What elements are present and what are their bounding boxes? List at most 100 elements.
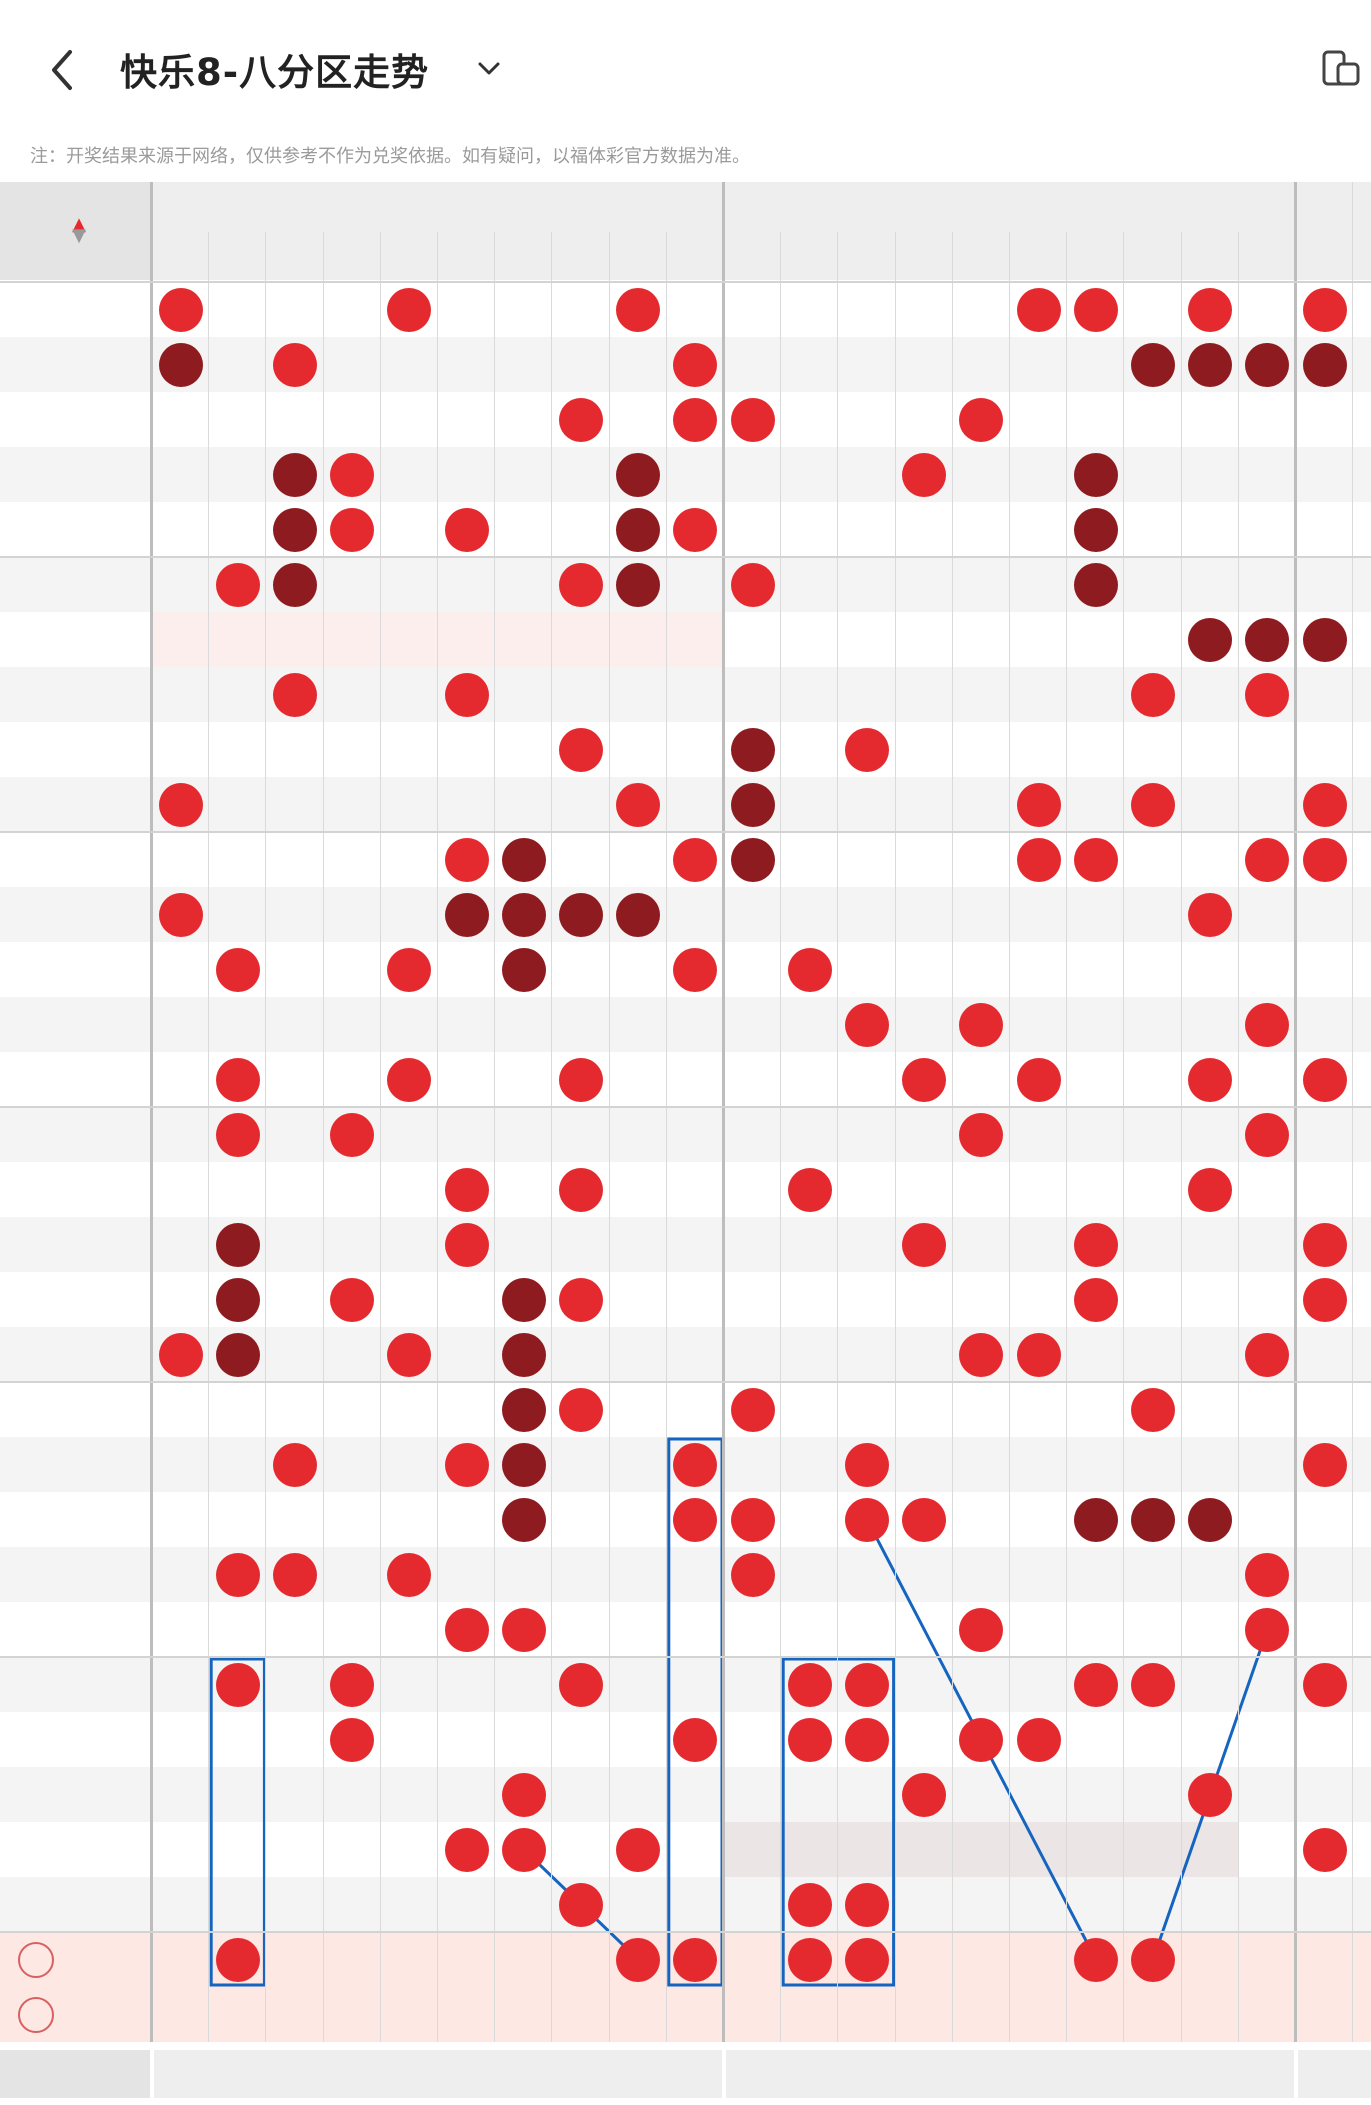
pick-cell[interactable] — [953, 1987, 1010, 2042]
table-cell — [1010, 557, 1067, 612]
table-cell — [838, 887, 895, 942]
pick-cell[interactable] — [495, 1987, 552, 2042]
pick-cell[interactable] — [1010, 1987, 1067, 2042]
table-cell — [209, 1767, 266, 1822]
pick-cell[interactable] — [896, 1987, 953, 2042]
pick-cell[interactable] — [324, 1987, 381, 2042]
pick-cell[interactable] — [724, 1932, 781, 1987]
period-header[interactable]: ▲ ▼ — [0, 182, 152, 280]
pick-cell[interactable] — [209, 1932, 266, 1987]
drawn-ball — [730, 1387, 775, 1432]
table-cell — [552, 832, 609, 887]
pick-cell[interactable] — [781, 1987, 838, 2042]
table-cell — [838, 1217, 895, 1272]
pick-cell[interactable] — [324, 1932, 381, 1987]
table-cell — [896, 1162, 953, 1217]
table-cell — [438, 447, 495, 502]
table-cell — [495, 1547, 552, 1602]
pick-cell[interactable] — [381, 1932, 438, 1987]
pick-cell[interactable] — [838, 1987, 895, 2042]
pick-cell[interactable] — [1067, 1987, 1124, 2042]
drawn-ball — [444, 1222, 489, 1267]
pick-cell[interactable] — [1296, 1932, 1353, 1987]
table-cell — [838, 1107, 895, 1162]
pick-cell[interactable] — [266, 1932, 323, 1987]
drawn-ball — [673, 1497, 718, 1542]
table-cell — [1182, 1217, 1239, 1272]
cell-bg — [780, 182, 782, 2042]
table-cell — [781, 1547, 838, 1602]
pick-cell[interactable] — [1296, 1987, 1353, 2042]
table-cell — [438, 1382, 495, 1437]
chevron-down-icon[interactable] — [472, 52, 506, 86]
table-cell — [152, 1657, 209, 1712]
table-cell — [1239, 1492, 1296, 1547]
cell-bg — [437, 182, 438, 2042]
drawn-ball — [158, 782, 203, 827]
pick-cell[interactable] — [896, 1932, 953, 1987]
table-cell — [1067, 282, 1124, 337]
pick-cell[interactable] — [724, 1987, 781, 2042]
table-cell — [266, 1437, 323, 1492]
table-cell — [724, 392, 781, 447]
pick-cell[interactable] — [495, 1932, 552, 1987]
table-cell — [896, 1767, 953, 1822]
pick-cell[interactable] — [610, 1932, 667, 1987]
pick-cell[interactable] — [438, 1932, 495, 1987]
pick-cell[interactable] — [1182, 1932, 1239, 1987]
pick-cell[interactable] — [1124, 1932, 1181, 1987]
pick-cell[interactable] — [667, 1932, 724, 1987]
table-cell — [438, 1877, 495, 1932]
table-cell — [781, 1822, 838, 1877]
table-cell — [438, 1107, 495, 1162]
pick-cell[interactable] — [953, 1932, 1010, 1987]
fold-screen-icon[interactable] — [1320, 48, 1362, 90]
period-cell — [0, 1492, 152, 1547]
table-cell — [781, 1712, 838, 1767]
table-cell — [152, 502, 209, 557]
pick-cell[interactable] — [781, 1932, 838, 1987]
table-cell — [953, 887, 1010, 942]
table-cell — [1239, 722, 1296, 777]
pick-cell[interactable] — [552, 1932, 609, 1987]
table-cell — [495, 1437, 552, 1492]
pick-cell[interactable] — [1182, 1987, 1239, 2042]
drawn-ball — [730, 1497, 775, 1542]
sort-arrows-icon: ▲ ▼ — [72, 214, 86, 246]
drawn-ball — [673, 342, 718, 387]
table-cell — [896, 942, 953, 997]
table-cell — [266, 1382, 323, 1437]
table-cell — [209, 1712, 266, 1767]
table-cell — [152, 612, 209, 667]
table-cell — [152, 832, 209, 887]
table-cell — [1124, 1437, 1181, 1492]
pick-cell[interactable] — [1010, 1932, 1067, 1987]
table-cell — [1010, 1822, 1067, 1877]
page-title[interactable]: 快乐8-八分区走势 — [120, 51, 430, 94]
table-cell — [781, 612, 838, 667]
pick-cell[interactable] — [610, 1987, 667, 2042]
pick-cell[interactable] — [1067, 1932, 1124, 1987]
select-row-toggle[interactable] — [18, 1932, 152, 1987]
pick-cell[interactable] — [838, 1932, 895, 1987]
pick-cell[interactable] — [152, 1987, 209, 2042]
pick-cell[interactable] — [152, 1932, 209, 1987]
pick-cell[interactable] — [1124, 1987, 1181, 2042]
pick-cell[interactable] — [381, 1987, 438, 2042]
cell-bg — [0, 1381, 1371, 1383]
pick-cell[interactable] — [438, 1987, 495, 2042]
pick-cell[interactable] — [552, 1987, 609, 2042]
table-cell — [838, 1877, 895, 1932]
table-cell — [1182, 722, 1239, 777]
drawn-ball — [215, 1662, 260, 1707]
pick-cell[interactable] — [1239, 1932, 1296, 1987]
pick-cell[interactable] — [667, 1987, 724, 2042]
pick-cell[interactable] — [1239, 1987, 1296, 2042]
select-row-toggle[interactable] — [18, 1987, 152, 2042]
pick-cell[interactable] — [266, 1987, 323, 2042]
back-button[interactable] — [40, 40, 90, 100]
pick-cell[interactable] — [209, 1987, 266, 2042]
table-cell — [896, 1107, 953, 1162]
table-cell — [1124, 337, 1181, 392]
cell-bg — [551, 182, 553, 2042]
